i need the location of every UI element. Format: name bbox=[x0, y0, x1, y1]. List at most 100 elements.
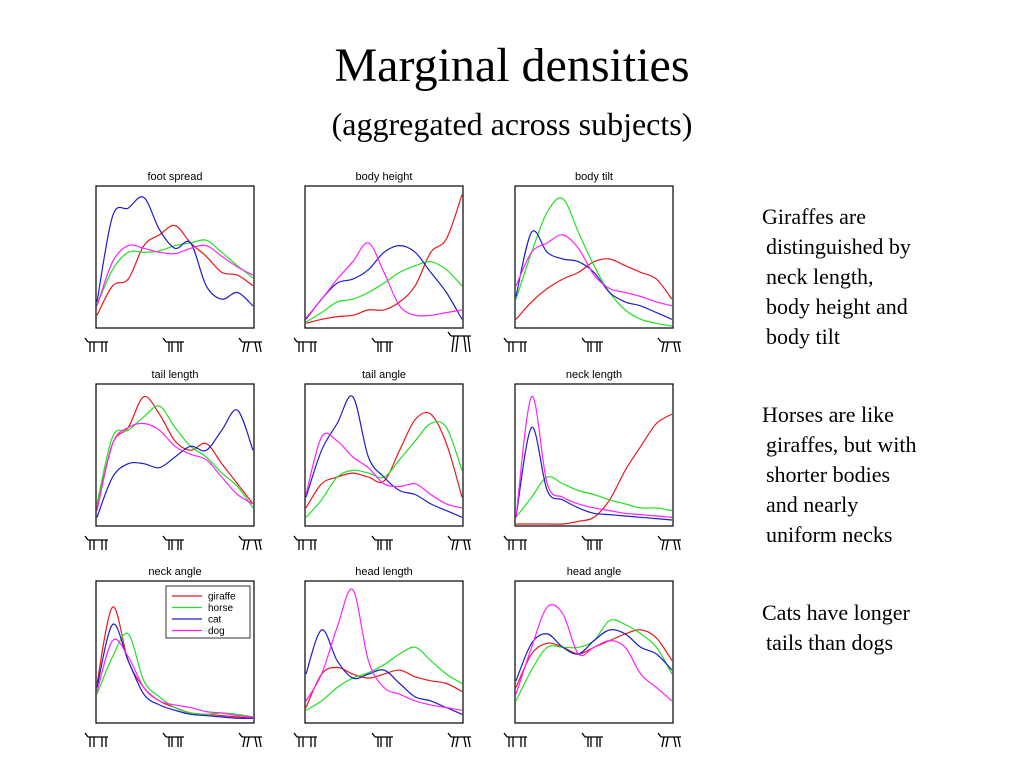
plot-title: tail length bbox=[151, 369, 198, 381]
plot-title: tail angle bbox=[362, 369, 406, 381]
glyph-leg bbox=[665, 341, 669, 353]
glyph-head bbox=[657, 337, 662, 343]
axis-glyphs bbox=[503, 535, 681, 551]
series-cat bbox=[515, 426, 673, 521]
glyph-head bbox=[581, 732, 586, 738]
glyph-leg bbox=[455, 335, 459, 353]
series-dog bbox=[96, 638, 254, 718]
plot-title: neck length bbox=[566, 369, 622, 381]
axis-glyphs bbox=[293, 331, 471, 353]
glyph-leg bbox=[246, 539, 250, 551]
glyph-head bbox=[447, 331, 452, 337]
glyph-head bbox=[371, 337, 376, 343]
legend-label-cat: cat bbox=[208, 615, 222, 626]
glyph-head bbox=[581, 535, 586, 541]
series-horse bbox=[96, 239, 254, 305]
note-line: shorter bodies bbox=[766, 462, 891, 487]
plot-frame bbox=[95, 383, 255, 527]
glyph-head bbox=[657, 535, 662, 541]
plot-frame bbox=[514, 580, 674, 724]
glyph-head bbox=[503, 337, 508, 343]
series-dog bbox=[305, 432, 463, 509]
glyph-head bbox=[84, 732, 89, 738]
series-giraffe bbox=[305, 666, 463, 708]
glyph-head bbox=[293, 535, 298, 541]
series-giraffe bbox=[96, 224, 254, 316]
glyph-leg bbox=[467, 736, 471, 748]
series-horse bbox=[515, 197, 673, 327]
plot-neck-angle: neck angle bbox=[84, 566, 262, 748]
glyph-leg bbox=[665, 736, 669, 748]
glyph-leg bbox=[467, 539, 471, 551]
glyph-head bbox=[162, 337, 167, 343]
axis-glyphs bbox=[84, 337, 262, 353]
series-dog bbox=[515, 396, 673, 518]
glyph-leg bbox=[677, 539, 681, 551]
glyph-leg bbox=[246, 341, 250, 353]
plot-tail-angle: tail angle bbox=[293, 369, 471, 551]
note-cats: Cats have longer tails than dogs bbox=[762, 598, 982, 658]
glyph-leg bbox=[242, 341, 246, 353]
glyph-head bbox=[238, 732, 243, 738]
note-line: Cats have longer bbox=[762, 600, 910, 625]
slide-title: Marginal densities bbox=[334, 39, 690, 92]
series-giraffe bbox=[516, 413, 673, 525]
plot-frame bbox=[95, 580, 255, 724]
glyph-leg bbox=[463, 335, 467, 353]
glyph-leg bbox=[258, 736, 262, 748]
note-line: Giraffes are bbox=[762, 204, 867, 229]
glyph-leg bbox=[254, 736, 258, 748]
glyph-leg bbox=[463, 736, 467, 748]
slide-subtitle: (aggregated across subjects) bbox=[331, 106, 693, 142]
plot-title: head length bbox=[355, 566, 413, 578]
glyph-head bbox=[238, 337, 243, 343]
note-line: body tilt bbox=[766, 324, 840, 349]
glyph-head bbox=[162, 732, 167, 738]
plot-frame bbox=[514, 383, 674, 527]
plot-frame bbox=[514, 185, 674, 329]
note-line: tails than dogs bbox=[766, 630, 894, 655]
axis-glyphs bbox=[293, 732, 471, 748]
glyph-head bbox=[503, 732, 508, 738]
note-line: body height and bbox=[766, 294, 908, 319]
glyph-leg bbox=[661, 736, 665, 748]
glyph-leg bbox=[254, 539, 258, 551]
series-cat bbox=[305, 395, 463, 518]
legend-label-dog: dog bbox=[208, 626, 225, 637]
glyph-leg bbox=[254, 341, 258, 353]
series-horse bbox=[515, 476, 673, 518]
glyph-head bbox=[503, 535, 508, 541]
glyph-head bbox=[293, 732, 298, 738]
glyph-head bbox=[447, 535, 452, 541]
series-dog bbox=[96, 244, 254, 307]
glyph-head bbox=[371, 535, 376, 541]
series-giraffe bbox=[305, 194, 463, 324]
plot-tail-length: tail length bbox=[84, 369, 262, 551]
glyph-leg bbox=[677, 341, 681, 353]
note-line: and nearly bbox=[766, 492, 859, 517]
glyph-head bbox=[657, 732, 662, 738]
note-horses: Horses are like giraffes, but with shorter… bbox=[762, 400, 982, 550]
plot-title: neck angle bbox=[148, 566, 201, 578]
series-horse bbox=[305, 646, 463, 711]
plot-neck-length: neck length bbox=[503, 369, 681, 551]
glyph-leg bbox=[258, 539, 262, 551]
series-giraffe bbox=[515, 258, 673, 320]
glyph-leg bbox=[451, 539, 455, 551]
glyph-head bbox=[581, 337, 586, 343]
note-line: neck length, bbox=[766, 264, 874, 289]
series-giraffe bbox=[305, 411, 463, 509]
series-cat bbox=[96, 196, 254, 307]
glyph-head bbox=[238, 535, 243, 541]
series-cat bbox=[305, 629, 463, 715]
axis-glyphs bbox=[293, 535, 471, 551]
glyph-head bbox=[293, 337, 298, 343]
note-line: distinguished by bbox=[766, 234, 911, 259]
series-dog bbox=[515, 604, 673, 702]
plot-body-height: body height bbox=[293, 171, 471, 353]
axis-glyphs bbox=[84, 732, 262, 748]
legend-label-horse: horse bbox=[208, 603, 233, 614]
glyph-leg bbox=[463, 539, 467, 551]
glyph-leg bbox=[467, 335, 471, 353]
glyph-head bbox=[162, 535, 167, 541]
